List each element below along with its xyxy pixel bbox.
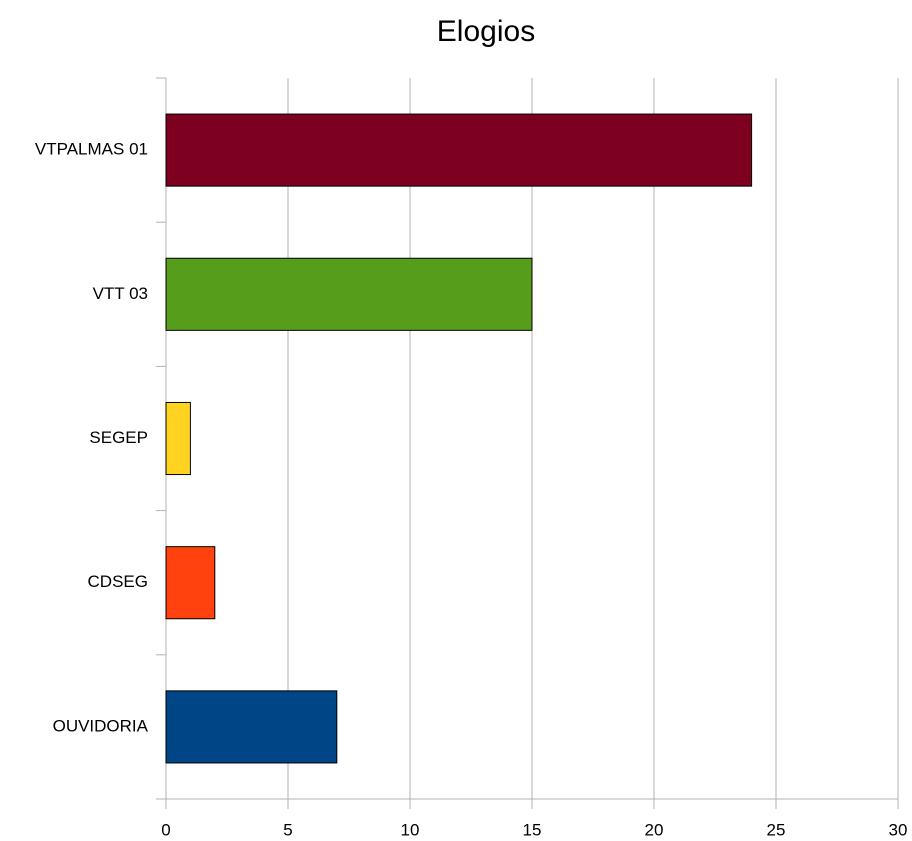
x-tick-label: 20: [645, 820, 664, 839]
x-tick-label: 5: [283, 820, 292, 839]
bar: [165, 113, 753, 187]
x-tick-label: 25: [767, 820, 786, 839]
y-tick-label: VTT 03: [93, 284, 148, 303]
chart-title: Elogios: [437, 15, 535, 48]
y-tick-label: OUVIDORIA: [53, 716, 149, 735]
x-tick-label: 15: [523, 820, 542, 839]
x-tick-label: 10: [401, 820, 420, 839]
x-tick-label: 30: [889, 820, 908, 839]
y-tick-label: SEGEP: [89, 428, 148, 447]
y-tick-label: VTPALMAS 01: [35, 140, 148, 159]
bar: [165, 690, 338, 764]
bar: [165, 257, 533, 331]
y-tick-label: CDSEG: [88, 572, 148, 591]
bar: [165, 546, 216, 620]
x-tick-label: 0: [161, 820, 170, 839]
bar: [165, 401, 191, 476]
